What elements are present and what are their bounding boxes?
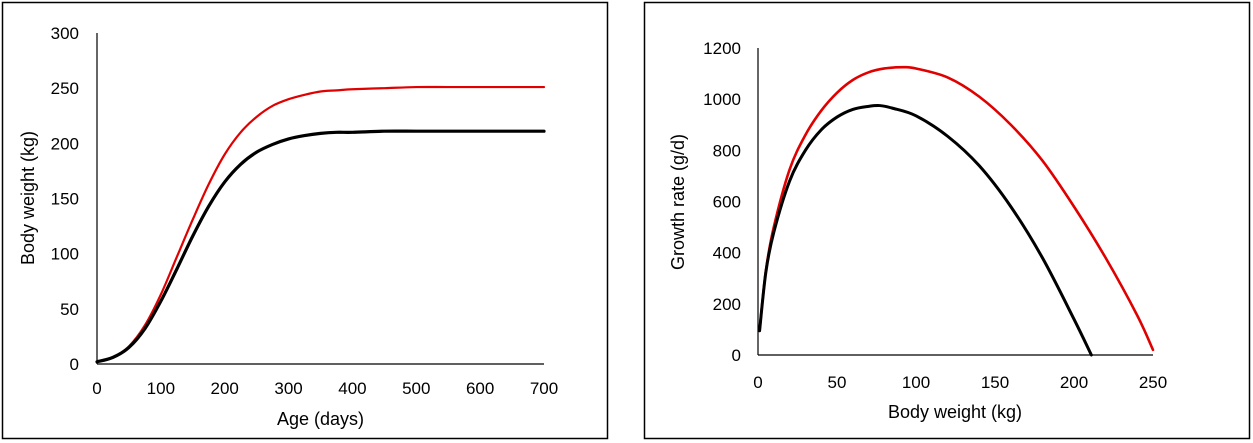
left-chart-frame (1, 1, 609, 440)
right-chart-y-tick-label: 400 (713, 244, 741, 263)
left-chart-x-axis-label: Age (days) (277, 409, 364, 429)
right-chart-x-tick-label: 100 (902, 373, 930, 392)
right-chart-y-tick-label: 800 (713, 141, 741, 160)
right-chart-y-tick-labels: 0 200 400 600 800 1000 1200 (703, 39, 741, 365)
right-chart-series-line-red (758, 65, 1155, 352)
left-chart-y-tick-label: 150 (51, 190, 79, 209)
right-chart-x-tick-label: 150 (981, 373, 1009, 392)
left-chart-y-tick-label: 200 (51, 134, 79, 153)
left-chart-x-tick-label: 0 (92, 379, 101, 398)
left-chart-series (95, 85, 546, 364)
right-chart-x-tick-labels: 0 50 100 150 200 250 (753, 373, 1167, 392)
left-chart-y-tick-label: 300 (51, 24, 79, 43)
left-chart-y-tick-label: 100 (51, 245, 79, 264)
right-chart-frame (643, 1, 1251, 440)
right-chart-y-axis-label: Growth rate (g/d) (668, 134, 688, 270)
right-chart-y-tick-label: 0 (732, 346, 741, 365)
left-chart-y-axis-label: Body weight (kg) (18, 131, 38, 265)
right-chart-x-tick-label: 250 (1139, 373, 1167, 392)
left-chart-y-tick-labels: 0 50 100 150 200 250 300 (51, 24, 79, 374)
right-chart-series (758, 65, 1155, 357)
left-chart-x-tick-label: 400 (338, 379, 366, 398)
left-chart-x-tick-label: 100 (147, 379, 175, 398)
left-chart-y-tick-label: 0 (70, 355, 79, 374)
right-chart-x-tick-label: 50 (828, 373, 847, 392)
left-chart-x-tick-label: 300 (274, 379, 302, 398)
left-chart-series-line-red (95, 85, 546, 363)
right-chart-x-tick-label: 0 (753, 373, 762, 392)
left-chart: 0 50 100 150 200 250 300 0 100 200 300 400 500 600 70… (18, 24, 558, 429)
right-chart: 0 200 400 600 800 1000 1200 0 50 100 150 200 250 Bo… (668, 39, 1167, 422)
left-chart-y-tick-label: 50 (60, 300, 79, 319)
right-chart-y-tick-label: 200 (713, 295, 741, 314)
right-chart-series-line-black (758, 103, 1093, 357)
right-chart-y-tick-label: 1200 (703, 39, 741, 58)
right-chart-y-tick-label: 600 (713, 193, 741, 212)
right-chart-x-axis-label: Body weight (kg) (888, 402, 1022, 422)
left-chart-x-tick-label: 600 (466, 379, 494, 398)
right-chart-x-tick-label: 200 (1060, 373, 1088, 392)
left-chart-y-tick-label: 250 (51, 79, 79, 98)
right-chart-y-tick-label: 1000 (703, 90, 741, 109)
left-chart-x-tick-label: 200 (211, 379, 239, 398)
left-chart-series-line-black (95, 129, 546, 364)
left-chart-x-tick-label: 500 (402, 379, 430, 398)
left-chart-x-tick-labels: 0 100 200 300 400 500 600 700 (92, 379, 558, 398)
left-chart-x-tick-label: 700 (530, 379, 558, 398)
